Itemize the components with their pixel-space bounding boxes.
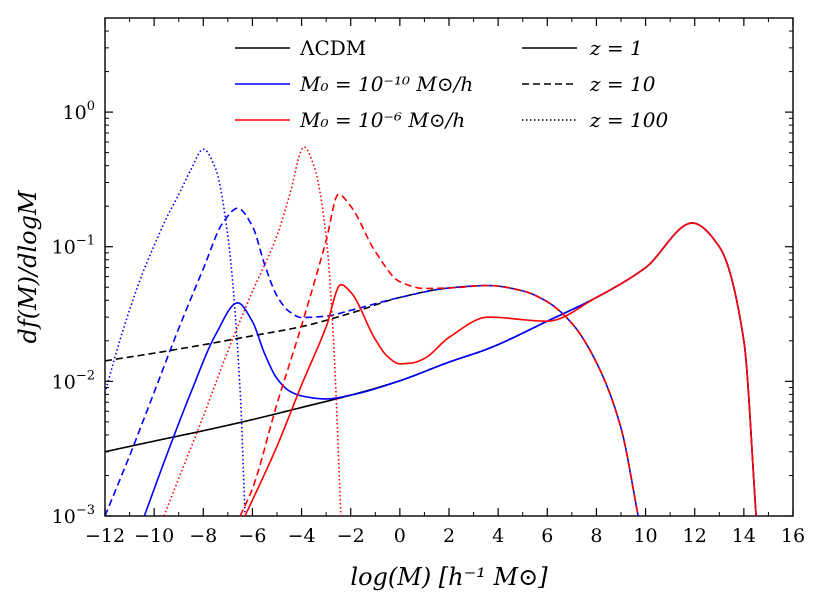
series-line-5 <box>244 222 757 516</box>
x-axis-title: log(M) [h⁻¹ M⊙] <box>350 563 548 591</box>
y-axis-title: df(M)/dlogM <box>14 189 42 343</box>
x-tick-label: −2 <box>337 525 365 547</box>
legend: ΛCDM M₀ = 10⁻¹⁰ M⊙/h M₀ = 10⁻⁶ M⊙/h z = 1 z … <box>235 36 668 132</box>
legend-label-model: M₀ = 10⁻¹⁰ M⊙/h <box>299 72 473 96</box>
x-tick-label: 6 <box>541 525 553 547</box>
x-tick-label: 16 <box>781 525 805 547</box>
legend-label-model: ΛCDM <box>299 36 366 60</box>
x-tick-label: −12 <box>85 525 125 547</box>
y-tick-label: 10−2 <box>52 368 95 393</box>
x-tick-label: −4 <box>288 525 316 547</box>
x-tick-label: 14 <box>732 525 756 547</box>
series-layer <box>105 146 757 516</box>
y-tick-label: 100 <box>63 99 95 124</box>
x-tick-label: 12 <box>683 525 707 547</box>
series-line-7 <box>163 146 342 516</box>
legend-label-redshift: z = 1 <box>589 36 643 60</box>
x-tick-label: 8 <box>590 525 602 547</box>
x-tick-label: 2 <box>443 525 455 547</box>
y-tick-label: 10−3 <box>52 503 95 528</box>
axes-layer: −12 −10 −8 −6 −4 −2 0 2 4 6 8 10 12 14 16 10−3 10−2 10−1 1… <box>52 17 805 547</box>
y-tick-label: 10−1 <box>52 234 95 259</box>
x-tick-label: −6 <box>238 525 266 547</box>
series-line-4 <box>105 148 246 516</box>
plot-frame <box>104 17 794 517</box>
x-tick-label: 0 <box>394 525 406 547</box>
x-tick-label: −8 <box>189 525 217 547</box>
x-tick-label: −10 <box>134 525 174 547</box>
legend-label-model: M₀ = 10⁻⁶ M⊙/h <box>299 108 465 132</box>
x-tick-label: 4 <box>492 525 504 547</box>
legend-label-redshift: z = 100 <box>589 108 668 132</box>
x-tick-label: 10 <box>633 525 657 547</box>
legend-label-redshift: z = 10 <box>589 72 656 96</box>
